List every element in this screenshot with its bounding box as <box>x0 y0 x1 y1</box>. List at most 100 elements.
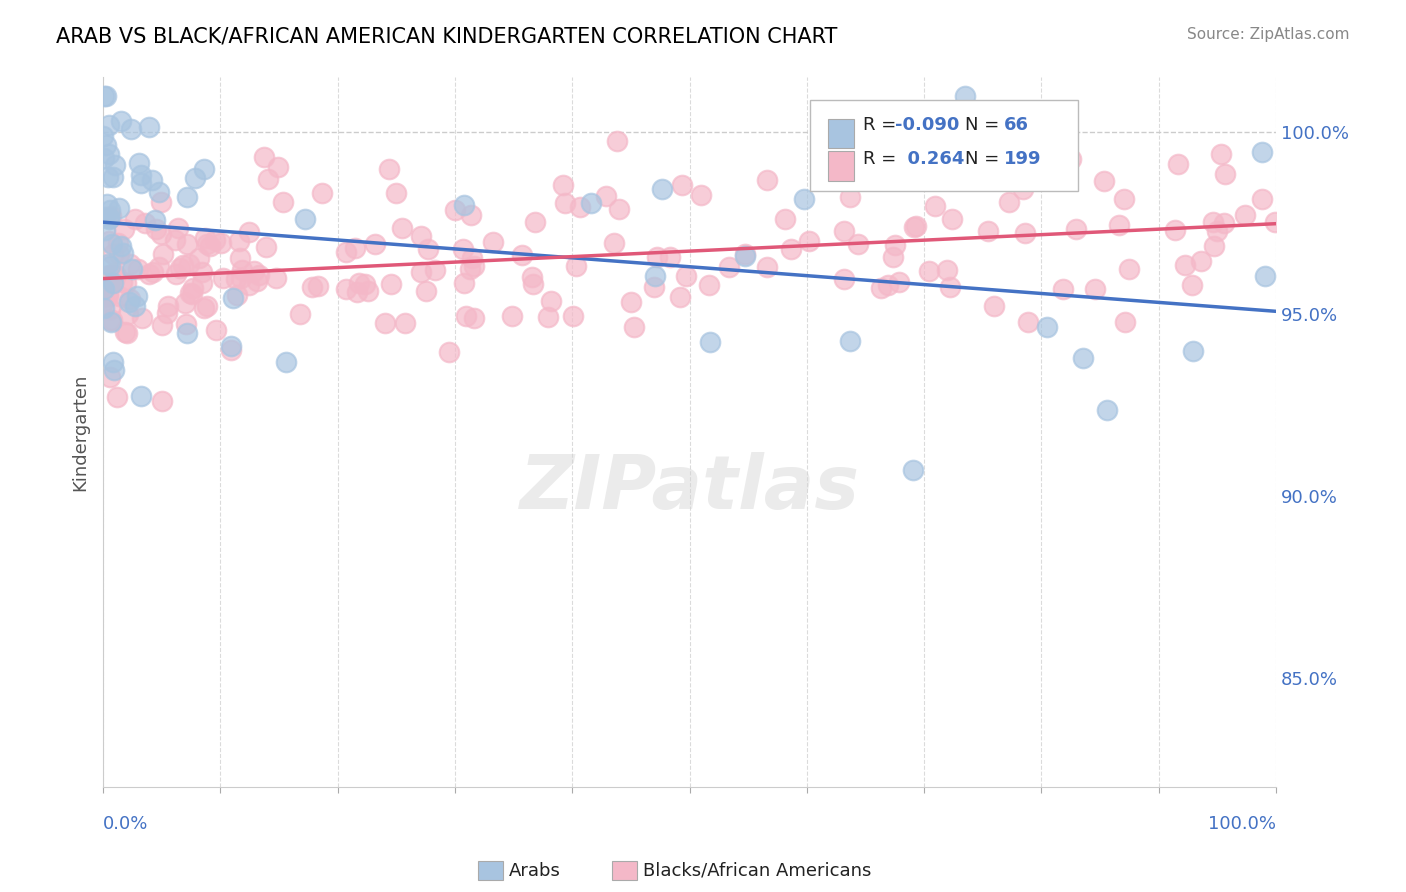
Point <box>225 288 247 302</box>
Point <box>343 241 366 255</box>
Point <box>134 216 156 230</box>
Point <box>93 88 115 103</box>
Point <box>91 129 114 144</box>
Point <box>537 310 560 325</box>
Point <box>977 223 1000 237</box>
Point <box>173 296 195 310</box>
Point <box>176 236 198 251</box>
Point <box>848 237 870 252</box>
Point <box>118 257 141 271</box>
Point <box>1019 142 1042 156</box>
Point <box>1264 214 1286 228</box>
Point <box>1118 262 1140 277</box>
Point <box>453 198 475 212</box>
Point <box>100 202 122 217</box>
Point <box>394 316 416 330</box>
Point <box>231 263 253 277</box>
Point <box>254 240 277 254</box>
Point <box>697 277 720 292</box>
Point <box>93 293 115 308</box>
Point <box>456 309 478 323</box>
Point <box>212 271 235 285</box>
Point <box>1167 157 1189 171</box>
Point <box>105 268 128 283</box>
Point <box>143 212 166 227</box>
Text: N =: N = <box>965 116 1005 134</box>
Point <box>97 288 120 302</box>
Point <box>93 210 115 224</box>
Point <box>184 171 207 186</box>
Text: 0.0%: 0.0% <box>103 815 149 833</box>
Point <box>955 88 977 103</box>
Point <box>96 196 118 211</box>
Point <box>374 316 396 330</box>
Point <box>415 284 437 298</box>
Point <box>253 150 276 164</box>
Point <box>553 178 575 193</box>
Point <box>645 250 668 264</box>
Point <box>198 239 221 253</box>
Point <box>141 173 163 187</box>
Point <box>659 250 682 264</box>
Point <box>1164 223 1187 237</box>
Point <box>460 251 482 265</box>
Point <box>176 318 198 332</box>
Point <box>105 391 128 405</box>
Point <box>104 158 127 172</box>
Point <box>1251 145 1274 160</box>
Text: ZIPatlas: ZIPatlas <box>520 452 859 525</box>
Point <box>1052 282 1074 296</box>
Point <box>335 245 357 260</box>
Point <box>595 189 617 203</box>
Point <box>150 194 173 209</box>
Point <box>100 315 122 329</box>
Point <box>108 289 131 303</box>
Point <box>699 335 721 350</box>
Point <box>247 268 270 282</box>
Point <box>775 211 797 226</box>
Point <box>129 168 152 182</box>
Point <box>364 236 387 251</box>
Point <box>510 248 533 262</box>
Point <box>1064 222 1087 236</box>
Point <box>163 233 186 247</box>
Point <box>138 120 160 135</box>
Point <box>409 265 432 279</box>
Point <box>273 194 295 209</box>
Point <box>918 264 941 278</box>
Point <box>882 251 904 265</box>
Point <box>94 88 117 103</box>
Point <box>357 284 380 298</box>
Point <box>118 295 141 310</box>
Point <box>301 280 323 294</box>
Point <box>385 186 408 201</box>
Point <box>755 260 778 274</box>
Point <box>901 463 924 477</box>
Point <box>903 219 925 234</box>
Point <box>97 285 120 300</box>
Point <box>1071 351 1094 366</box>
Point <box>1112 192 1135 206</box>
Point <box>193 161 215 176</box>
Point <box>98 370 121 384</box>
Point <box>1084 282 1107 296</box>
Point <box>1114 315 1136 329</box>
Point <box>779 242 801 256</box>
Point <box>941 212 963 227</box>
Point <box>112 222 135 236</box>
Point <box>607 202 630 216</box>
Text: -0.090: -0.090 <box>894 116 959 134</box>
Point <box>644 269 666 284</box>
Bar <box>828 119 853 148</box>
Point <box>209 235 232 250</box>
Point <box>110 114 132 128</box>
Point <box>832 272 855 286</box>
Point <box>114 277 136 291</box>
Point <box>229 271 252 285</box>
Point <box>97 234 120 248</box>
Point <box>257 172 280 186</box>
Point <box>193 301 215 315</box>
Point <box>523 215 546 229</box>
Point <box>142 265 165 279</box>
Point <box>138 267 160 281</box>
